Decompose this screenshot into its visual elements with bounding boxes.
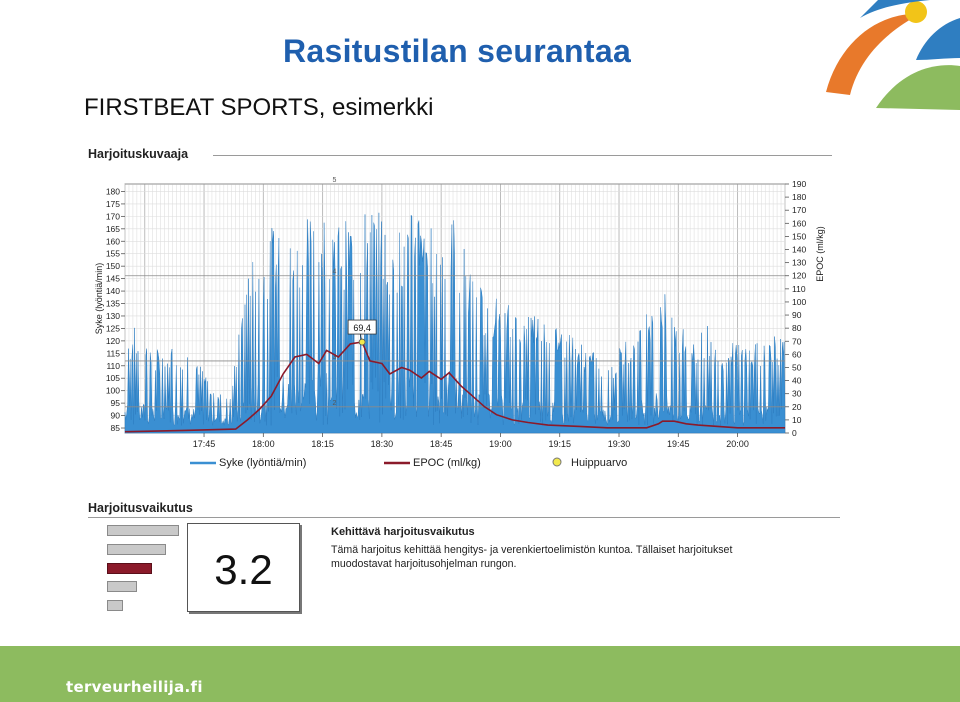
effect-level-bar-5: [107, 525, 179, 536]
y-left-tick-label: 110: [106, 361, 120, 371]
zone-label: 5: [332, 177, 336, 184]
y-right-tick-label: 70: [792, 336, 802, 346]
y-left-tick-label: 135: [106, 299, 120, 309]
y-left-tick-label: 120: [106, 336, 120, 346]
x-tick-label: 19:45: [667, 439, 690, 449]
x-tick-label: 19:00: [489, 439, 512, 449]
y-right-tick-label: 10: [792, 415, 802, 425]
effect-score-box: 3.2: [187, 523, 300, 612]
y-left-tick-label: 165: [106, 224, 120, 234]
y-left-tick-label: 170: [106, 211, 120, 221]
y-right-tick-label: 170: [792, 205, 806, 215]
page-title: Rasitustilan seurantaa: [283, 33, 632, 69]
y-right-tick-label: 40: [792, 376, 802, 386]
peak-callout-label: 69,4: [353, 323, 371, 333]
effect-description: Tämä harjoitus kehittää hengitys- ja ver…: [331, 544, 733, 570]
x-tick-label: 20:00: [726, 439, 749, 449]
y-left-tick-label: 100: [106, 386, 120, 396]
y-right-tick-label: 50: [792, 362, 802, 372]
y-right-tick-label: 60: [792, 349, 802, 359]
effect-level-bar-2: [107, 581, 137, 592]
y-left-tick-label: 140: [106, 286, 120, 296]
x-tick-label: 18:45: [430, 439, 453, 449]
y-left-tick-label: 130: [106, 311, 120, 321]
y-left-tick-label: 150: [106, 261, 120, 271]
y-left-tick-label: 115: [106, 348, 120, 358]
footer-bar: terveurheilija.fi: [0, 646, 960, 702]
y-right-tick-label: 0: [792, 428, 797, 438]
heart-rate-series: [124, 212, 786, 434]
peak-marker: [358, 338, 366, 346]
legend-peak-marker: [552, 457, 562, 467]
effect-score-value: 3.2: [214, 546, 273, 593]
y-left-tick-label: 160: [106, 236, 120, 246]
zone-label: 2: [332, 400, 336, 407]
footer-site-link[interactable]: terveurheilija.fi: [66, 678, 203, 696]
section-divider: [213, 155, 832, 156]
effect-level-bar-3-active: [107, 563, 152, 574]
zone-label: 3: [332, 354, 336, 361]
y-right-tick-label: 100: [792, 297, 806, 307]
page-subtitle: FIRSTBEAT SPORTS, esimerkki: [84, 94, 434, 121]
effect-title: Kehittävä harjoitusvaikutus: [331, 526, 475, 538]
y-left-tick-label: 125: [106, 323, 120, 333]
y-right-tick-label: 160: [792, 218, 806, 228]
x-tick-label: 19:30: [608, 439, 631, 449]
y-right-tick-label: 130: [792, 258, 806, 268]
y-left-tick-label: 180: [106, 186, 120, 196]
y-right-tick-label: 30: [792, 389, 802, 399]
legend-epoc-swatch: [384, 461, 410, 465]
y-right-tick-label: 110: [792, 284, 806, 294]
y-left-tick-label: 85: [111, 423, 121, 433]
y-left-tick-label: 95: [111, 398, 121, 408]
legend-epoc-label: EPOC (ml/kg): [413, 457, 481, 469]
y-right-tick-label: 90: [792, 310, 802, 320]
y-left-tick-label: 175: [106, 199, 120, 209]
zone-label: 4: [332, 269, 336, 276]
x-tick-label: 18:30: [371, 439, 394, 449]
effect-level-bar-4: [107, 544, 166, 555]
chart-section-title: Harjoituskuvaaja: [88, 147, 189, 161]
y-right-axis-title: EPOC (ml/kg): [815, 226, 825, 282]
y-left-tick-label: 90: [111, 411, 121, 421]
y-right-tick-label: 20: [792, 402, 802, 412]
peak-callout-box: [347, 319, 377, 335]
y-right-tick-label: 140: [792, 245, 806, 255]
y-right-tick-label: 150: [792, 231, 806, 241]
brand-logo: [826, 0, 960, 110]
y-left-tick-label: 145: [106, 274, 120, 284]
x-tick-label: 18:15: [311, 439, 334, 449]
legend-syke-label: Syke (lyöntiä/min): [219, 457, 307, 469]
y-right-tick-label: 80: [792, 323, 802, 333]
y-left-axis-title: Syke (lyöntiä/min): [94, 263, 104, 335]
y-left-tick-label: 155: [106, 249, 120, 259]
x-tick-label: 18:00: [252, 439, 275, 449]
legend-syke-swatch: [190, 461, 216, 465]
section-divider: [88, 517, 840, 518]
epoc-series: [124, 341, 785, 433]
y-right-tick-label: 120: [792, 271, 806, 281]
x-tick-label: 17:45: [193, 439, 216, 449]
effect-level-bar-1: [107, 600, 123, 611]
effect-section-title: Harjoitusvaikutus: [88, 501, 193, 515]
x-tick-label: 19:15: [548, 439, 571, 449]
y-left-tick-label: 105: [106, 373, 120, 383]
legend-peak-label: Huippuarvo: [571, 457, 628, 469]
y-right-tick-label: 190: [792, 179, 806, 189]
y-right-tick-label: 180: [792, 192, 806, 202]
